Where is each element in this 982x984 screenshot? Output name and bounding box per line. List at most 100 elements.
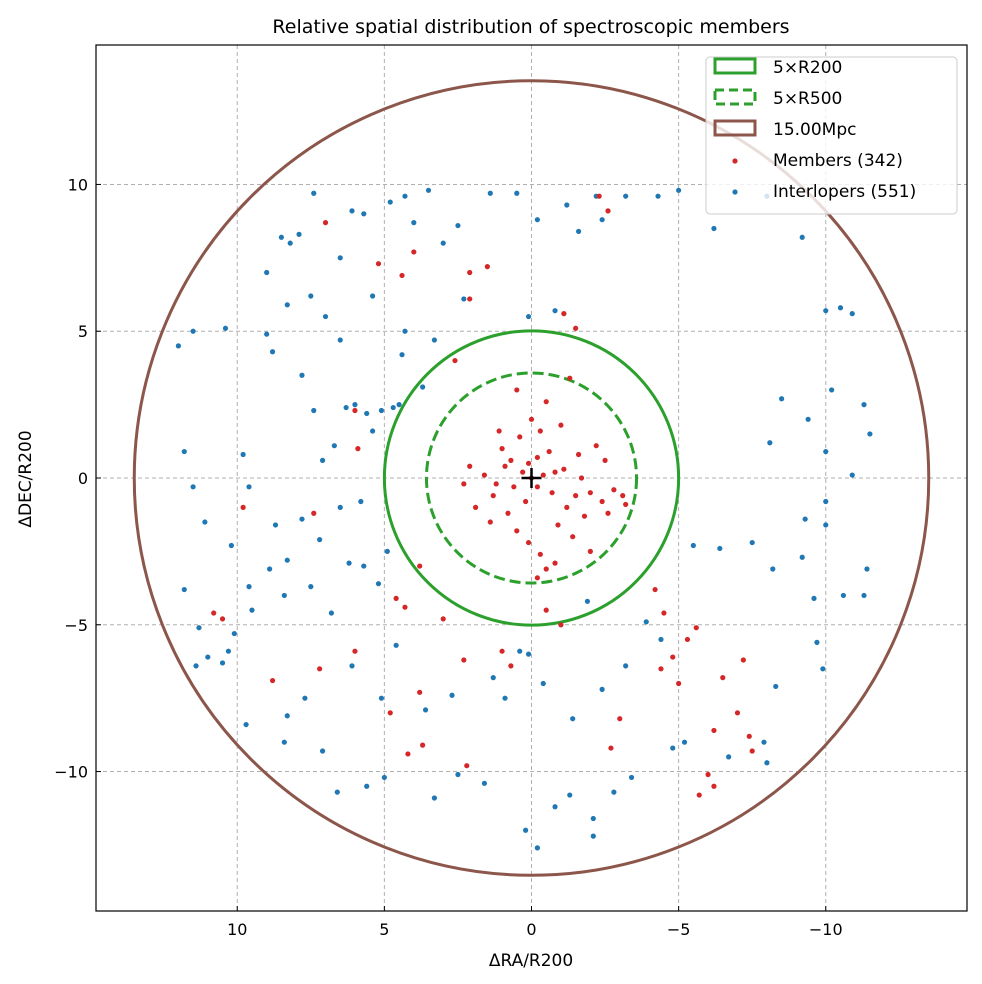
member-point <box>520 469 526 475</box>
interloper-point <box>849 472 855 478</box>
interloper-point <box>422 707 429 713</box>
circle-5-r500 <box>424 371 639 585</box>
interloper-point <box>599 686 605 692</box>
interloper-point <box>231 630 237 637</box>
interloper-point <box>349 208 355 214</box>
interloper-point <box>308 293 314 299</box>
interloper-point <box>349 663 355 669</box>
interloper-point <box>225 648 232 654</box>
member-point <box>561 311 567 317</box>
interloper-point <box>370 428 376 434</box>
interloper-point <box>375 581 382 587</box>
interloper-point <box>317 537 323 543</box>
interloper-point <box>378 407 385 414</box>
member-point <box>575 451 582 458</box>
member-point <box>496 428 502 434</box>
member-point <box>472 504 479 510</box>
interloper-point <box>190 328 196 334</box>
interloper-point <box>334 789 340 795</box>
member-point <box>711 783 717 789</box>
interloper-point <box>540 680 546 687</box>
member-point <box>573 493 579 499</box>
interloper-point <box>655 193 661 199</box>
interloper-point <box>514 190 520 196</box>
member-point <box>581 513 588 519</box>
member-point <box>661 610 667 616</box>
member-point <box>355 446 361 452</box>
interloper-point <box>284 713 290 719</box>
circle-5-r200 <box>382 329 681 627</box>
interloper-point <box>799 234 805 240</box>
member-point <box>484 264 490 270</box>
legend-label: 15.00Mpc <box>773 120 856 140</box>
interloper-point <box>281 592 287 599</box>
member-point <box>467 269 473 276</box>
interloper-point <box>272 522 279 528</box>
interlopers-series <box>175 187 873 851</box>
legend-swatch <box>713 119 757 137</box>
interloper-point <box>517 648 523 654</box>
interloper-point <box>487 190 493 196</box>
interloper-point <box>284 302 290 308</box>
member-point <box>696 792 702 798</box>
member-point <box>558 422 564 428</box>
member-point <box>552 469 558 475</box>
x-axis-label: ΔRA/R200 <box>489 951 573 971</box>
member-point <box>417 689 423 695</box>
interloper-point <box>575 228 582 235</box>
interloper-point <box>823 522 829 528</box>
interloper-point <box>181 586 187 593</box>
interloper-point <box>264 269 270 276</box>
interloper-point <box>402 193 408 199</box>
member-point <box>464 763 470 769</box>
interloper-point <box>599 217 605 223</box>
interloper-point <box>711 225 717 232</box>
interloper-point <box>726 754 732 760</box>
interloper-point <box>269 349 276 355</box>
interloper-point <box>770 566 776 572</box>
interloper-point <box>319 457 326 463</box>
legend-label: Interlopers (551) <box>773 182 916 202</box>
interloper-point <box>764 760 770 766</box>
interloper-point <box>584 598 591 604</box>
legend-marker <box>732 158 738 164</box>
chart-title: Relative spatial distribution of spectro… <box>272 16 789 38</box>
member-point <box>693 625 699 631</box>
circle-15-00mpc <box>132 79 931 877</box>
interloper-point <box>378 695 385 701</box>
member-point <box>546 448 552 455</box>
interloper-point <box>387 199 393 205</box>
interloper-point <box>284 557 290 563</box>
interloper-point <box>431 337 437 343</box>
member-point <box>602 457 608 463</box>
interloper-point <box>837 305 844 311</box>
interloper-point <box>240 451 246 458</box>
interloper-point <box>449 692 455 698</box>
interloper-point <box>267 566 273 572</box>
interloper-point <box>523 827 529 833</box>
y-axis-label: ΔDEC/R200 <box>16 430 36 527</box>
interloper-point <box>425 187 432 193</box>
member-point <box>534 575 540 581</box>
interloper-point <box>823 308 829 314</box>
interloper-point <box>564 202 570 208</box>
interloper-point <box>361 563 367 569</box>
interloper-point <box>534 845 540 851</box>
member-point <box>514 387 520 393</box>
interloper-point <box>358 498 364 505</box>
member-point <box>543 607 549 613</box>
member-point <box>620 493 626 499</box>
interloper-point <box>328 610 335 616</box>
member-point <box>567 375 573 381</box>
interloper-point <box>222 325 229 331</box>
member-point <box>587 548 593 554</box>
interloper-point <box>331 443 337 449</box>
interloper-point <box>302 695 308 701</box>
interloper-point <box>773 683 779 690</box>
interloper-point <box>829 387 835 393</box>
legend-label: 5×R200 <box>773 58 842 78</box>
interloper-point <box>643 619 649 625</box>
interloper-point <box>552 804 558 810</box>
interloper-point <box>623 193 629 199</box>
